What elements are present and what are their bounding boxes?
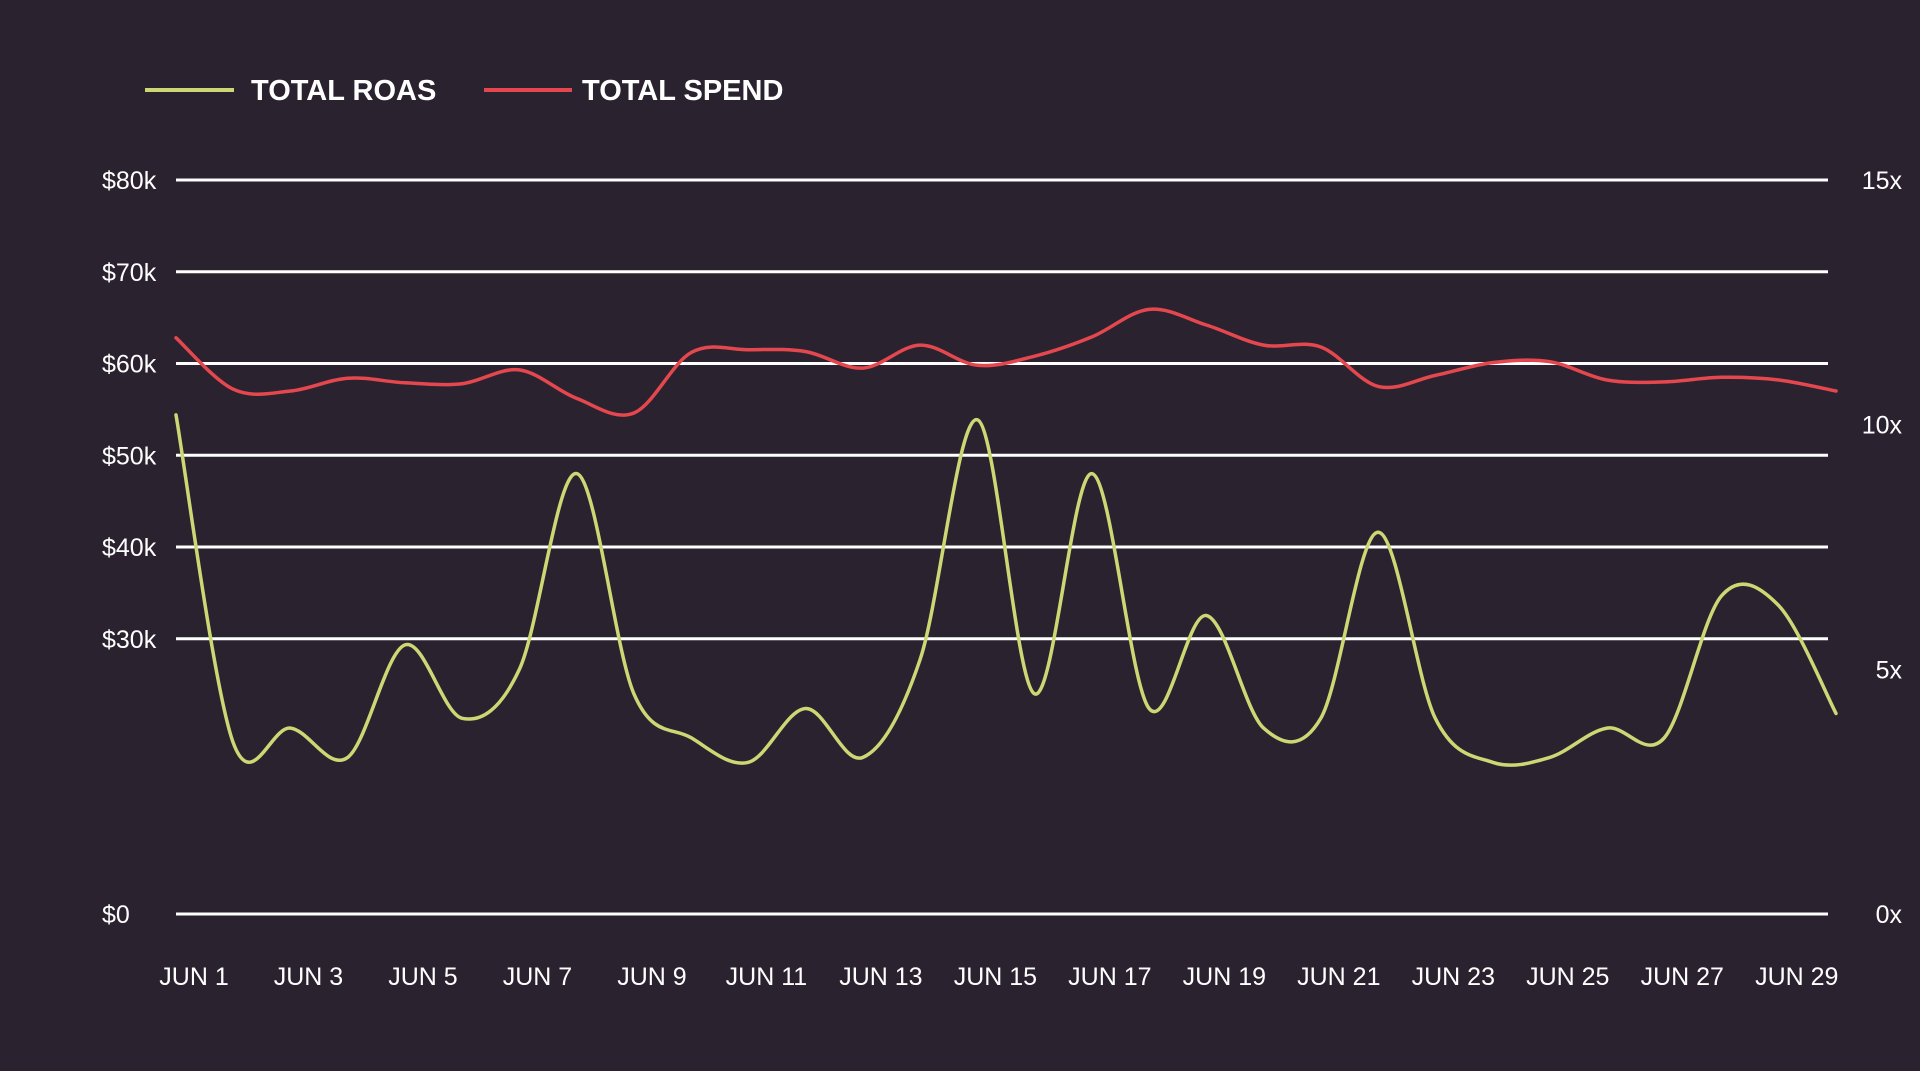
right-y-tick-label: 10x [1862, 412, 1903, 440]
x-tick-label: JUN 15 [954, 963, 1037, 991]
right-y-axis-ticks: 0x 5x 10x 15x [1862, 167, 1903, 929]
left-y-tick-label: $50k [102, 442, 157, 470]
x-axis-ticks: JUN 1 JUN 3 JUN 5 JUN 7 JUN 9 JUN 11 JUN 13 JUN… [159, 963, 1838, 991]
x-tick-label: JUN 5 [388, 963, 457, 991]
x-tick-label: JUN 27 [1641, 963, 1724, 991]
x-tick-label: JUN 21 [1297, 963, 1380, 991]
left-y-tick-label: $80k [102, 167, 157, 195]
series-line-total-spend [174, 307, 1838, 417]
x-tick-label: JUN 3 [274, 963, 343, 991]
right-y-tick-label: 15x [1862, 167, 1903, 195]
left-y-tick-label: $70k [102, 259, 157, 287]
left-y-tick-label: $0 [102, 901, 130, 929]
legend-label-total-roas: TOTAL ROAS [251, 75, 436, 107]
left-y-tick-label: $30k [102, 626, 157, 654]
legend-label-total-spend: TOTAL SPEND [582, 75, 783, 107]
x-tick-label: JUN 13 [839, 963, 922, 991]
x-tick-label: JUN 17 [1068, 963, 1151, 991]
x-tick-label: JUN 9 [617, 963, 686, 991]
left-y-axis-ticks: $0 $30k $40k $50k $60k $70k $80k [102, 167, 157, 929]
x-tick-label: JUN 7 [503, 963, 572, 991]
right-y-tick-label: 5x [1876, 656, 1903, 684]
series-line-total-roas [174, 413, 1838, 767]
x-tick-label: JUN 25 [1526, 963, 1609, 991]
gridlines [176, 178, 1828, 916]
left-y-tick-label: $60k [102, 351, 157, 379]
x-tick-label: JUN 11 [726, 963, 808, 991]
x-tick-label: JUN 1 [159, 963, 228, 991]
right-y-tick-label: 0x [1876, 901, 1903, 929]
x-tick-label: JUN 29 [1755, 963, 1838, 991]
left-y-tick-label: $40k [102, 534, 157, 562]
series-lines [174, 307, 1838, 767]
legend: TOTAL ROAS TOTAL SPEND [145, 75, 783, 107]
x-tick-label: JUN 19 [1183, 963, 1266, 991]
x-tick-label: JUN 23 [1412, 963, 1495, 991]
